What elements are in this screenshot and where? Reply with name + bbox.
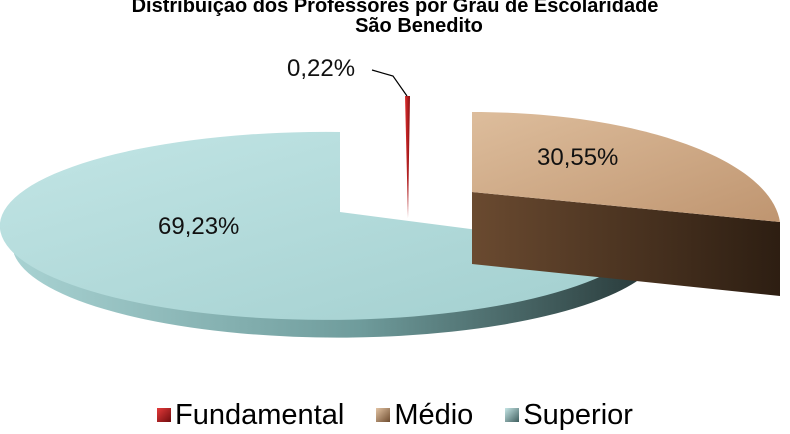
slice-medio bbox=[472, 112, 780, 296]
legend-item-superior: Superior bbox=[505, 399, 633, 431]
legend-swatch-medio bbox=[376, 408, 391, 422]
legend-item-fundamental: Fundamental bbox=[157, 399, 344, 431]
chart-title: Distribuição dos Professores por Grau de… bbox=[131, 0, 659, 16]
data-label-fundamental: 0,22% bbox=[287, 55, 355, 82]
legend-item-medio: Médio bbox=[376, 399, 473, 431]
slice-superior-top bbox=[0, 131, 640, 320]
legend-label-superior: Superior bbox=[523, 399, 633, 431]
chart-subtitle: São Benedito bbox=[355, 15, 483, 37]
slice-medio-side-front bbox=[472, 192, 780, 296]
legend-swatch-fundamental bbox=[157, 408, 172, 422]
data-label-superior: 69,23% bbox=[158, 213, 239, 240]
legend: Fundamental Médio Superior bbox=[0, 396, 790, 434]
slice-superior-side bbox=[14, 226, 640, 338]
legend-label-medio: Médio bbox=[394, 399, 474, 431]
slice-medio-top bbox=[472, 112, 780, 222]
slice-fundamental bbox=[405, 96, 410, 218]
legend-label-fundamental: Fundamental bbox=[175, 399, 345, 431]
leader-line-fundamental bbox=[371, 69, 408, 97]
legend-swatch-superior bbox=[505, 408, 520, 422]
data-label-medio: 30,55% bbox=[537, 144, 618, 171]
slice-superior bbox=[0, 131, 640, 338]
